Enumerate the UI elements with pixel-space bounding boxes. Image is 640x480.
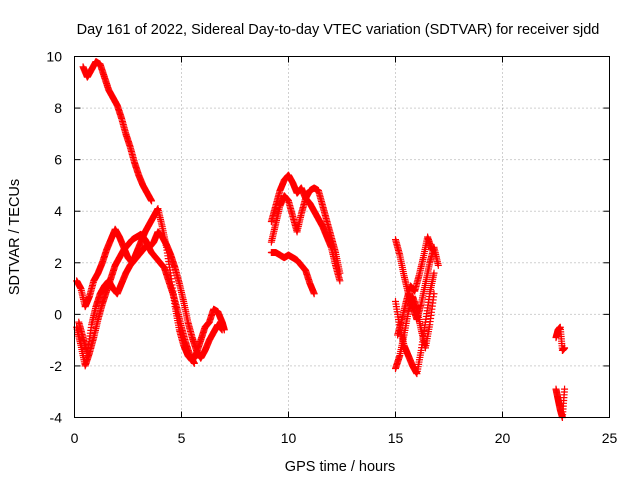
- x-tick-label: 25: [602, 430, 618, 446]
- x-tick-label: 20: [495, 430, 511, 446]
- chart-title: Day 161 of 2022, Sidereal Day-to-day VTE…: [77, 22, 600, 38]
- series-track-f-middle: [267, 192, 344, 285]
- series-track-m-late: [552, 385, 569, 421]
- y-tick-label: 10: [46, 49, 62, 65]
- y-tick-label: -2: [50, 358, 63, 374]
- y-tick-label: 2: [54, 255, 62, 271]
- data-point-marker: [218, 326, 226, 334]
- plot-frame: [74, 56, 610, 418]
- series-track-e-upper: [267, 171, 344, 277]
- series-track-b-rise-fall: [73, 205, 228, 365]
- data-point-marker: [148, 197, 156, 205]
- y-tick-label: 8: [54, 100, 62, 116]
- data-point-marker: [430, 269, 438, 277]
- series-track-g-lower: [267, 248, 318, 298]
- x-tick-label: 15: [388, 430, 404, 446]
- y-tick-label: 4: [54, 203, 62, 219]
- tick-label-layer: 0 5 10 15 20 25 -4 -2 0 2 4 6 8 10: [46, 49, 617, 447]
- data-point-marker: [428, 246, 436, 254]
- y-tick-label: 6: [54, 152, 62, 168]
- data-point-marker: [561, 385, 569, 393]
- tick-layer: [74, 56, 610, 418]
- x-axis-label: GPS time / hours: [285, 459, 395, 475]
- y-axis-label: SDTVAR / TECUs: [7, 179, 23, 295]
- data-point-marker: [190, 359, 198, 367]
- data-point-marker: [561, 344, 569, 352]
- y-tick-label: -4: [50, 410, 63, 426]
- x-tick-label: 10: [281, 430, 297, 446]
- data-point-marker: [310, 290, 318, 298]
- x-tick-label: 5: [178, 430, 186, 446]
- series-track-d-rise-fall: [75, 241, 198, 367]
- y-tick-label: 0: [54, 306, 62, 322]
- x-tick-label: 0: [71, 430, 79, 446]
- data-layer: [73, 58, 569, 421]
- series-track-a-descending: [79, 58, 156, 205]
- data-point-marker: [434, 261, 442, 269]
- data-point-marker: [336, 277, 344, 285]
- series-track-k-tall: [394, 233, 436, 339]
- series-track-l-late: [552, 323, 569, 354]
